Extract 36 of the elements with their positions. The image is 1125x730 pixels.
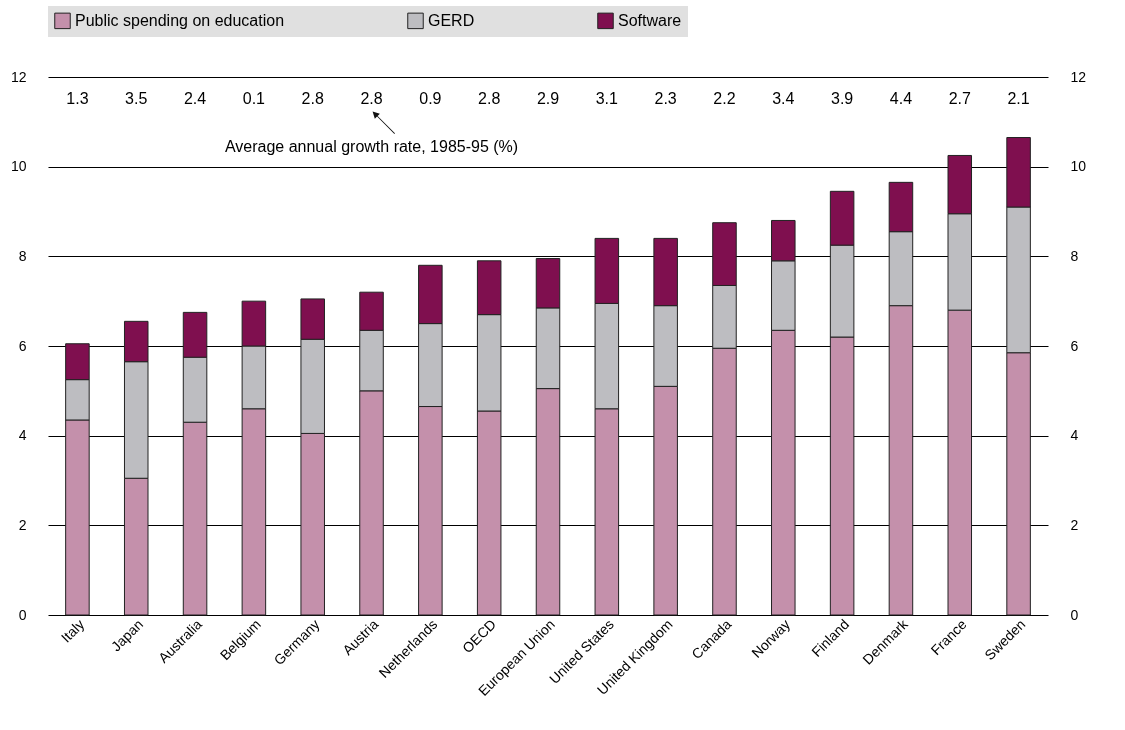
y-tick-label: 12 (10, 68, 27, 85)
annotation: 2.9 (536, 89, 560, 107)
annotation: Average annual growth rate, 1985-95 (%) (224, 137, 519, 155)
y2-tick-label: 8 (1070, 247, 1079, 264)
y-tick-label: 6 (18, 337, 27, 354)
annotation: 0.9 (419, 89, 442, 107)
y2-tick-label: 12 (1070, 68, 1087, 85)
annotation: 2.3 (654, 89, 677, 107)
annotation: 3.5 (125, 89, 148, 107)
annotation: 2.2 (713, 89, 736, 107)
annotation: 4.4 (889, 89, 913, 107)
y-tick-label: 2 (18, 516, 27, 533)
annotation: 2.1 (1007, 89, 1030, 107)
legend-label: Public spending on education (75, 11, 285, 29)
annotation: 2.8 (301, 89, 324, 107)
y2-tick-label: 10 (1070, 158, 1087, 175)
legend-label: GERD (428, 11, 475, 29)
annotation: 0.1 (242, 89, 266, 107)
annotation: 3.4 (772, 89, 795, 107)
annotation: 2.8 (360, 89, 383, 107)
annotation: 3.9 (830, 89, 854, 107)
y-tick-label: 0 (18, 606, 27, 623)
y2-tick-label: 4 (1070, 427, 1079, 444)
annotation: 3.1 (595, 89, 619, 107)
y2-tick-label: 0 (1070, 606, 1079, 623)
legend-label: Software (618, 11, 682, 29)
annotation: 2.8 (478, 89, 501, 107)
annotation: 1.3 (66, 89, 89, 107)
annotation: 2.7 (948, 89, 971, 107)
annotation: 2.4 (183, 89, 207, 107)
y-tick-label: 10 (10, 158, 27, 175)
y2-tick-label: 6 (1070, 337, 1079, 354)
y2-tick-label: 2 (1070, 516, 1079, 533)
y-tick-label: 4 (18, 427, 27, 444)
x-tick-label: Italy (57, 616, 88, 646)
y-tick-label: 8 (18, 247, 27, 264)
